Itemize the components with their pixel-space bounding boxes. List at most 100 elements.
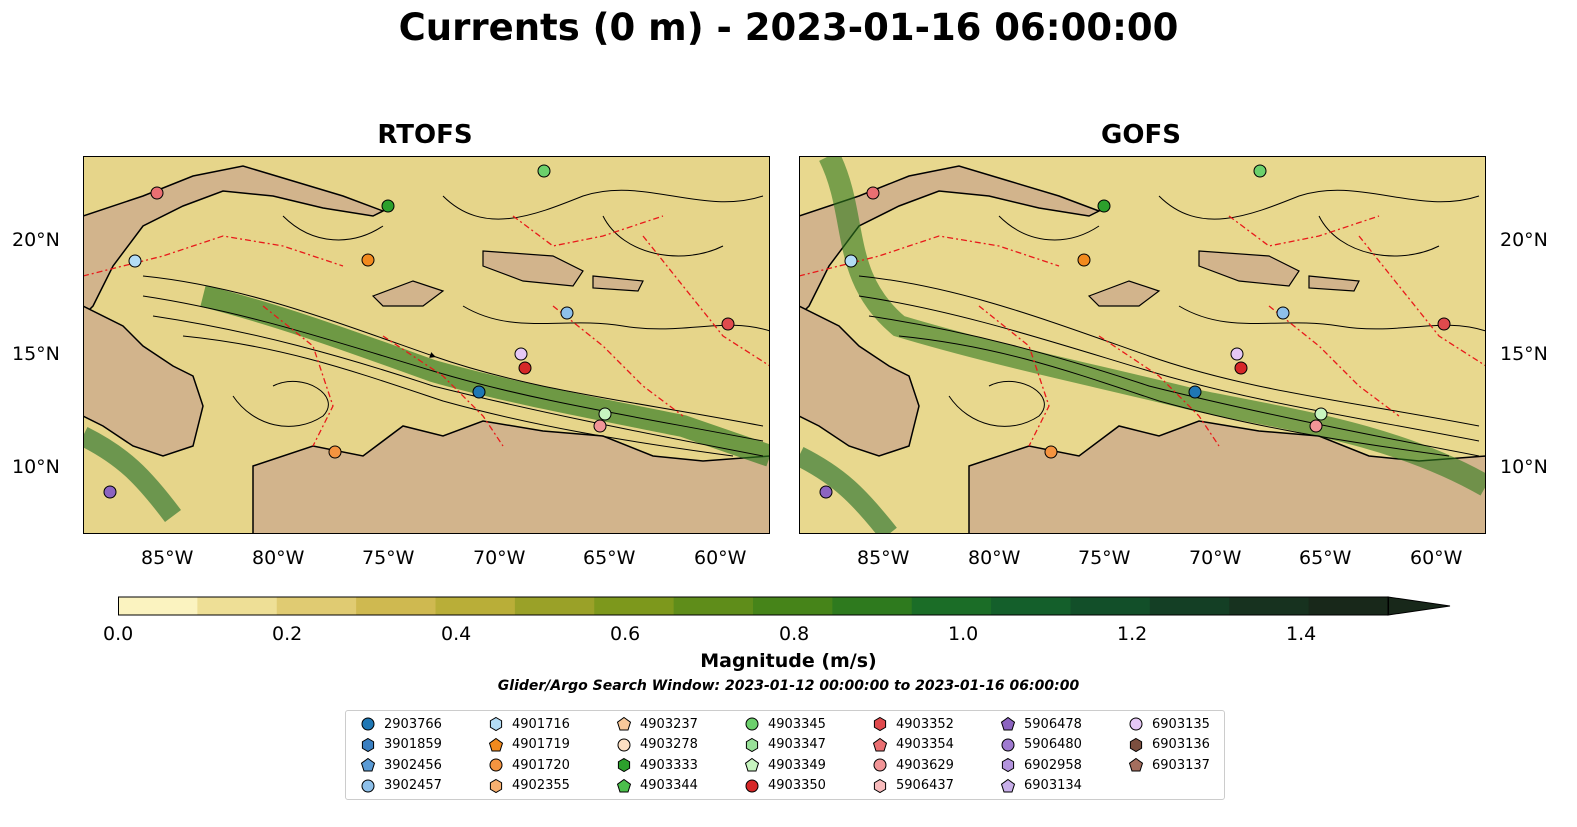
lon-label: 85°W [141,547,194,569]
legend-item: 4902355 [488,777,570,795]
legend-item-label: 4903345 [768,716,826,732]
circle-marker-icon [873,758,887,772]
circle-marker-icon [361,717,375,731]
hexagon-marker-icon [1129,737,1143,752]
legend-item: 5906437 [872,777,954,795]
pentagon-marker-icon [744,757,760,772]
panel-title-gofs: GOFS [1101,120,1181,150]
legend-item-label: 4903349 [768,757,826,773]
lon-label: 65°W [583,547,636,569]
float-marker [1230,347,1244,361]
pentagon-marker-icon [872,737,888,751]
colorbar [118,595,1458,621]
colorbar-segment [911,597,992,615]
hexagon-marker-icon [617,757,631,773]
colorbar-segment [118,597,198,615]
legend-item-label: 4903629 [896,757,954,773]
legend-item-label: 2903766 [384,716,442,732]
lat-label: 20°N [12,229,60,251]
legend-item-label: 6903134 [1024,778,1082,793]
float-marker [128,254,142,268]
legend-item: 4903347 [744,736,826,754]
legend-item-label: 6903136 [1152,737,1210,752]
float-marker [1188,385,1202,399]
map-panel-rtofs [78,156,774,538]
legend-item-label: 4903333 [640,757,698,773]
lon-label: 75°W [362,547,415,569]
land-hispaniola [482,250,584,287]
legend-item-label: 4903354 [896,737,954,752]
pentagon-marker-icon [1128,757,1144,772]
pentagon-marker-icon [1000,778,1016,792]
map-panel-gofs [794,151,1492,541]
lon-label: 80°W [968,547,1021,569]
hexagon-marker-icon [1001,757,1015,773]
hexagon-marker-icon [361,737,375,752]
lon-label: 70°W [1189,547,1242,569]
colorbar-segment [1070,597,1151,615]
lon-label: 85°W [857,547,910,569]
legend-item-label: 6903137 [1152,757,1210,773]
legend-item: 4903344 [616,777,698,795]
hexagon-marker-icon [745,737,759,752]
pentagon-marker-icon [360,757,376,772]
colorbar-segment [197,597,278,615]
colorbar-segment [514,597,595,615]
hexagon-marker-icon [489,716,503,732]
float-marker [518,361,532,375]
lon-label: 80°W [252,547,305,569]
float-marker [514,347,528,361]
circle-marker-icon [617,738,631,751]
colorbar-segment [594,597,675,615]
pentagon-marker-icon [488,737,504,751]
float-marker [328,445,342,459]
lat-label: 10°N [1500,456,1548,478]
current-band-pacific [78,427,181,523]
float-marker [819,485,833,499]
legend-item: 6902958 [1000,756,1082,774]
float-marker [844,254,858,268]
float-marker [1044,445,1058,459]
legend-item: 4903350 [744,777,826,795]
circle-marker-icon [1001,738,1015,751]
float-marker [361,253,375,267]
legend-item: 3902457 [360,777,442,795]
map-gofs-svg [794,151,1492,541]
float-marker [593,419,607,433]
legend-item-label: 4901719 [512,737,570,752]
legend-item: 4903237 [616,715,698,733]
colorbar-segment [1308,597,1389,615]
float-marker [1314,407,1328,421]
float-marker [381,199,395,213]
legend-item-label: 4903344 [640,778,698,793]
hexagon-marker-icon [873,716,887,732]
legend-item: 2903766 [360,715,442,733]
colorbar-segment [991,597,1071,615]
current-band [819,151,1492,496]
float-marker [472,385,486,399]
legend-item: 6903136 [1128,736,1210,754]
float-marker [1276,306,1290,320]
eez-boundaries [82,215,771,447]
colorbar-tick: 0.4 [441,623,472,645]
legend-item-label: 4902355 [512,778,570,793]
circle-marker-icon [489,758,503,772]
legend-item-label: 3901859 [384,737,442,752]
lat-label: 15°N [1500,343,1548,365]
land-cuba-yucatan [798,165,1101,318]
colorbar-tick: 1.0 [948,623,979,645]
float-marker [1234,361,1248,375]
legend-item: 6903134 [1000,777,1082,795]
land-puerto-rico [1308,275,1360,292]
legend-item: 4903333 [616,756,698,774]
colorbar-segment [435,597,516,615]
legend-item: 3901859 [360,736,442,754]
legend-item: 4903629 [872,756,954,774]
legend-item: 4903345 [744,715,826,733]
land-central-america [798,304,920,457]
legend-item-label: 5906480 [1024,737,1082,752]
land-jamaica [371,280,445,307]
colorbar-segment [673,597,754,615]
legend-item-label: 4903347 [768,737,826,752]
legend-item: 4903278 [616,736,698,754]
